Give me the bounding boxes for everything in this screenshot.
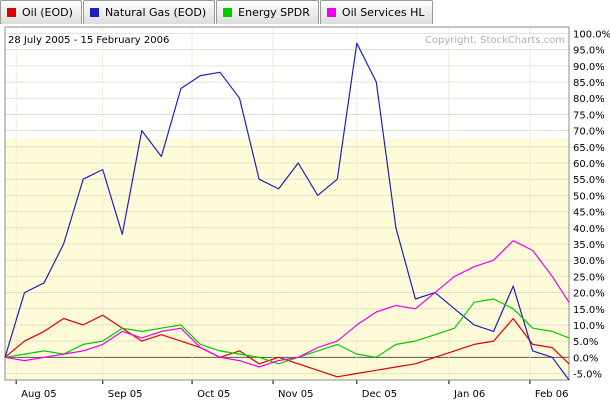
legend-tab[interactable]: Natural Gas (EOD) [82,0,216,24]
x-tick-label: Nov 05 [278,389,313,400]
y-tick-label: 45.0% [573,208,605,219]
legend-tab[interactable]: Energy SPDR [216,0,319,24]
y-tick-label: 85.0% [573,78,605,89]
y-tick-label: 70.0% [573,127,605,138]
legend-tab[interactable]: Oil (EOD) [0,0,82,24]
y-tick-label: 80.0% [573,94,605,105]
y-tick-label: 25.0% [573,272,605,283]
series-line [4,240,570,368]
y-tick-label: 40.0% [573,224,605,235]
y-tick-label: 75.0% [573,110,605,121]
series-line [4,298,570,365]
legend-label: Oil Services HL [341,6,425,19]
y-tick-label: 50.0% [573,191,605,202]
x-tick-label: Aug 05 [21,389,56,400]
y-tick-label: -5.0% [573,370,602,381]
y-tick-label: 95.0% [573,46,605,57]
y-tick-label: 0.0% [573,353,598,364]
y-tick-label: 20.0% [573,289,605,300]
x-tick-label: Jan 06 [453,389,485,400]
y-tick-label: 15.0% [573,305,605,316]
legend-label: Energy SPDR [238,6,310,19]
x-tick-label: Dec 05 [362,389,397,400]
legend-label: Oil (EOD) [22,6,73,19]
x-tick-label: Feb 06 [535,389,569,400]
y-tick-label: 90.0% [573,62,605,73]
plot-band [5,138,569,380]
copyright: Copyright, StockCharts.com [425,35,565,46]
plot-frame [4,26,570,381]
series-line [4,42,570,381]
legend-label: Natural Gas (EOD) [104,6,207,19]
date-range: 28 July 2005 - 15 February 2006 [8,35,169,46]
y-tick-label: 10.0% [573,321,605,332]
x-tick-label: Sep 05 [108,389,143,400]
y-tick-label: 30.0% [573,256,605,267]
legend-swatch [223,8,233,17]
legend-swatch [7,8,16,17]
y-tick-label: 5.0% [573,337,598,348]
plot-background [5,27,569,380]
y-tick-label: 60.0% [573,159,605,170]
y-tick-label: 100.0% [573,29,610,40]
x-tick-label: Oct 05 [197,389,230,400]
y-tick-label: 55.0% [573,175,605,186]
legend-tab[interactable]: Oil Services HL [319,0,434,24]
legend-swatch [89,8,99,17]
legend-swatch [326,8,336,17]
y-tick-label: 65.0% [573,143,605,154]
y-tick-label: 35.0% [573,240,605,251]
legend: Oil (EOD) Natural Gas (EOD) Energy SPDR Oil… [0,0,434,26]
series-line [4,314,570,378]
